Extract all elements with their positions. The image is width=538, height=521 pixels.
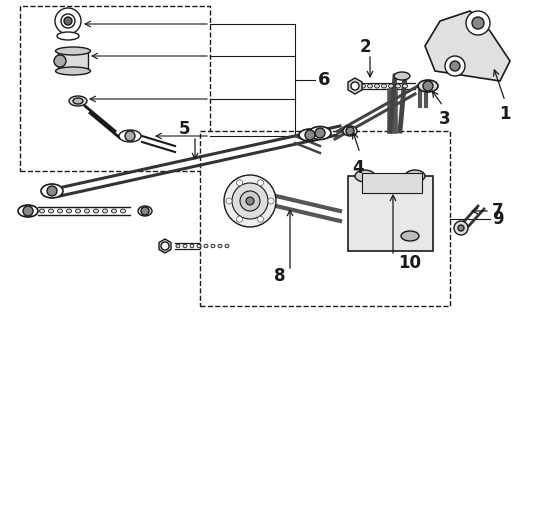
Ellipse shape — [343, 126, 357, 136]
Ellipse shape — [405, 170, 425, 182]
Ellipse shape — [111, 209, 117, 213]
Ellipse shape — [402, 84, 407, 88]
Circle shape — [450, 61, 460, 71]
Circle shape — [55, 8, 81, 34]
Circle shape — [346, 127, 354, 135]
Circle shape — [423, 81, 433, 91]
Polygon shape — [425, 11, 510, 81]
Ellipse shape — [67, 209, 72, 213]
Circle shape — [472, 17, 484, 29]
Circle shape — [268, 198, 274, 204]
Circle shape — [458, 225, 464, 231]
Ellipse shape — [18, 205, 38, 217]
Circle shape — [258, 180, 264, 186]
Ellipse shape — [119, 130, 141, 142]
Ellipse shape — [121, 209, 125, 213]
Text: 7: 7 — [492, 202, 504, 220]
Ellipse shape — [94, 209, 98, 213]
Circle shape — [237, 180, 243, 186]
Ellipse shape — [381, 84, 386, 88]
Ellipse shape — [355, 170, 375, 182]
Text: 3: 3 — [439, 110, 451, 128]
Ellipse shape — [299, 129, 321, 141]
Ellipse shape — [58, 209, 62, 213]
Circle shape — [125, 131, 135, 141]
Circle shape — [466, 11, 490, 35]
Ellipse shape — [204, 244, 208, 248]
Circle shape — [454, 221, 468, 235]
Circle shape — [161, 242, 169, 250]
Ellipse shape — [176, 244, 180, 248]
Ellipse shape — [360, 84, 365, 88]
Ellipse shape — [75, 209, 81, 213]
Ellipse shape — [367, 84, 372, 88]
Bar — [58, 51, 88, 71]
Circle shape — [445, 56, 465, 76]
Ellipse shape — [197, 244, 201, 248]
Text: 4: 4 — [352, 159, 364, 177]
Ellipse shape — [394, 72, 410, 80]
Circle shape — [141, 207, 149, 215]
Bar — [348, 176, 433, 251]
Circle shape — [258, 216, 264, 222]
Text: 6: 6 — [318, 71, 330, 89]
Ellipse shape — [73, 98, 83, 104]
Circle shape — [47, 186, 57, 196]
Ellipse shape — [55, 47, 90, 55]
Circle shape — [305, 130, 315, 140]
Circle shape — [232, 183, 268, 219]
Ellipse shape — [374, 84, 379, 88]
Ellipse shape — [138, 206, 152, 216]
Ellipse shape — [48, 209, 53, 213]
Ellipse shape — [190, 244, 194, 248]
Circle shape — [224, 175, 276, 227]
Text: 2: 2 — [359, 38, 371, 56]
Text: 1: 1 — [499, 105, 511, 123]
Text: 8: 8 — [274, 267, 286, 285]
Ellipse shape — [103, 209, 108, 213]
Ellipse shape — [39, 209, 45, 213]
FancyBboxPatch shape — [200, 131, 450, 306]
Circle shape — [237, 216, 243, 222]
Ellipse shape — [55, 67, 90, 75]
Ellipse shape — [183, 244, 187, 248]
Polygon shape — [348, 78, 362, 94]
Ellipse shape — [309, 127, 331, 140]
Circle shape — [64, 17, 72, 25]
Circle shape — [315, 128, 325, 138]
Circle shape — [351, 82, 359, 90]
Ellipse shape — [395, 84, 400, 88]
Ellipse shape — [401, 231, 419, 241]
Circle shape — [23, 206, 33, 216]
Ellipse shape — [41, 184, 63, 198]
Text: 5: 5 — [179, 120, 191, 138]
Text: 10: 10 — [398, 254, 421, 272]
Ellipse shape — [225, 244, 229, 248]
FancyBboxPatch shape — [20, 6, 210, 171]
Ellipse shape — [388, 84, 393, 88]
Circle shape — [240, 191, 260, 211]
Circle shape — [226, 198, 232, 204]
Ellipse shape — [57, 32, 79, 40]
Ellipse shape — [218, 244, 222, 248]
Bar — [362, 173, 422, 193]
Ellipse shape — [84, 209, 89, 213]
Ellipse shape — [69, 96, 87, 106]
Text: 9: 9 — [492, 210, 504, 228]
Circle shape — [54, 55, 66, 67]
Polygon shape — [159, 239, 171, 253]
Circle shape — [61, 14, 75, 28]
Ellipse shape — [418, 80, 438, 92]
Circle shape — [246, 197, 254, 205]
Ellipse shape — [211, 244, 215, 248]
